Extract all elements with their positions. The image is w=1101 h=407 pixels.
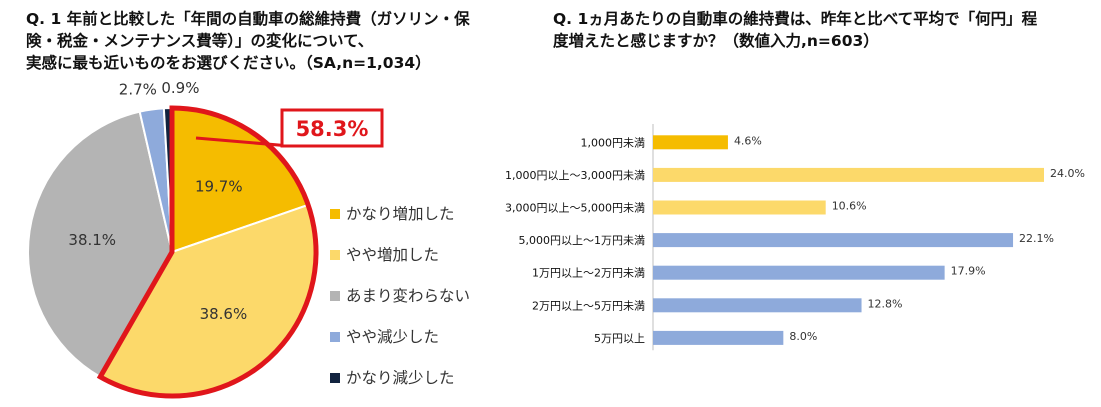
bar-category-label: 1万円以上～2万円未満 xyxy=(532,267,645,280)
legend-label: やや増加した xyxy=(346,246,439,264)
bar-chart: 1,000円未満 4.6% 1,000円以上～3,000円未満 24.0% 3,000円… xyxy=(505,124,1085,351)
bar-value-label: 22.1% xyxy=(1019,232,1054,245)
bar xyxy=(653,298,862,313)
q1-title-line: 険・税金・メンテナンス費等）」の変化について、 xyxy=(26,32,374,50)
q1-title-line: 実感に最も近いものをお選びください。（SA,n=1,034） xyxy=(26,54,431,72)
bar-category-label: 3,000円以上～5,000円未満 xyxy=(505,202,645,215)
bar xyxy=(653,233,1014,248)
legend-label: かなり増加した xyxy=(346,205,455,223)
legend-swatch xyxy=(330,291,340,301)
bar-value-label: 4.6% xyxy=(734,134,762,147)
callout-box xyxy=(280,108,384,148)
legend-label: あまり変わらない xyxy=(346,287,470,305)
bar xyxy=(653,265,945,280)
pie-slice-label: 38.1% xyxy=(68,231,116,249)
q2-title: Q. 1ヵ月あたりの自動車の維持費は、昨年と比べて平均で「何円」程 度増えたと感… xyxy=(553,8,1073,52)
bar xyxy=(653,330,784,345)
callout-value: 58.3% xyxy=(296,117,369,141)
pie-slice-label: 2.7% xyxy=(119,81,157,99)
q1-title-line: Q. 1 年前と比較した「年間の自動車の総維持費（ガソリン・保 xyxy=(26,10,470,28)
legend-swatch xyxy=(330,332,340,342)
bar-category-label: 2万円以上～5万円未満 xyxy=(532,299,645,312)
bar-category-label: 5万円以上 xyxy=(594,332,645,345)
legend-label: かなり減少した xyxy=(346,369,455,387)
pie-chart: 19.7% 38.6% 38.1% 2.7% 0.9% 58.3% xyxy=(27,79,384,399)
bar-category-label: 1,000円以上～3,000円未満 xyxy=(505,169,645,182)
bar xyxy=(653,200,826,215)
bar-value-label: 24.0% xyxy=(1050,167,1085,180)
pie-slice-label: 19.7% xyxy=(195,177,243,195)
pie-slice-label: 38.6% xyxy=(200,305,248,323)
bar-value-label: 10.6% xyxy=(832,200,867,213)
bar xyxy=(653,135,728,150)
bar-value-label: 12.8% xyxy=(868,297,903,310)
legend-swatch xyxy=(330,209,340,219)
pie-slice-label: 0.9% xyxy=(161,79,199,97)
q2-title-line: 度増えたと感じますか？（数値入力,n=603） xyxy=(553,32,879,50)
legend-swatch xyxy=(330,373,340,383)
q1-title: Q. 1 年前と比較した「年間の自動車の総維持費（ガソリン・保 険・税金・メンテ… xyxy=(26,8,496,74)
q2-title-line: Q. 1ヵ月あたりの自動車の維持費は、昨年と比べて平均で「何円」程 xyxy=(553,10,1038,28)
highlight-outline xyxy=(96,105,319,399)
bar-value-label: 17.9% xyxy=(951,265,986,278)
bar-category-label: 5,000円以上～1万円未満 xyxy=(519,234,646,247)
legend-label: やや減少した xyxy=(346,328,439,346)
bar xyxy=(653,167,1044,182)
callout-pointer xyxy=(195,136,291,148)
legend-swatch xyxy=(330,250,340,260)
bar-value-label: 8.0% xyxy=(789,330,817,343)
bar-category-label: 1,000円未満 xyxy=(581,136,646,149)
